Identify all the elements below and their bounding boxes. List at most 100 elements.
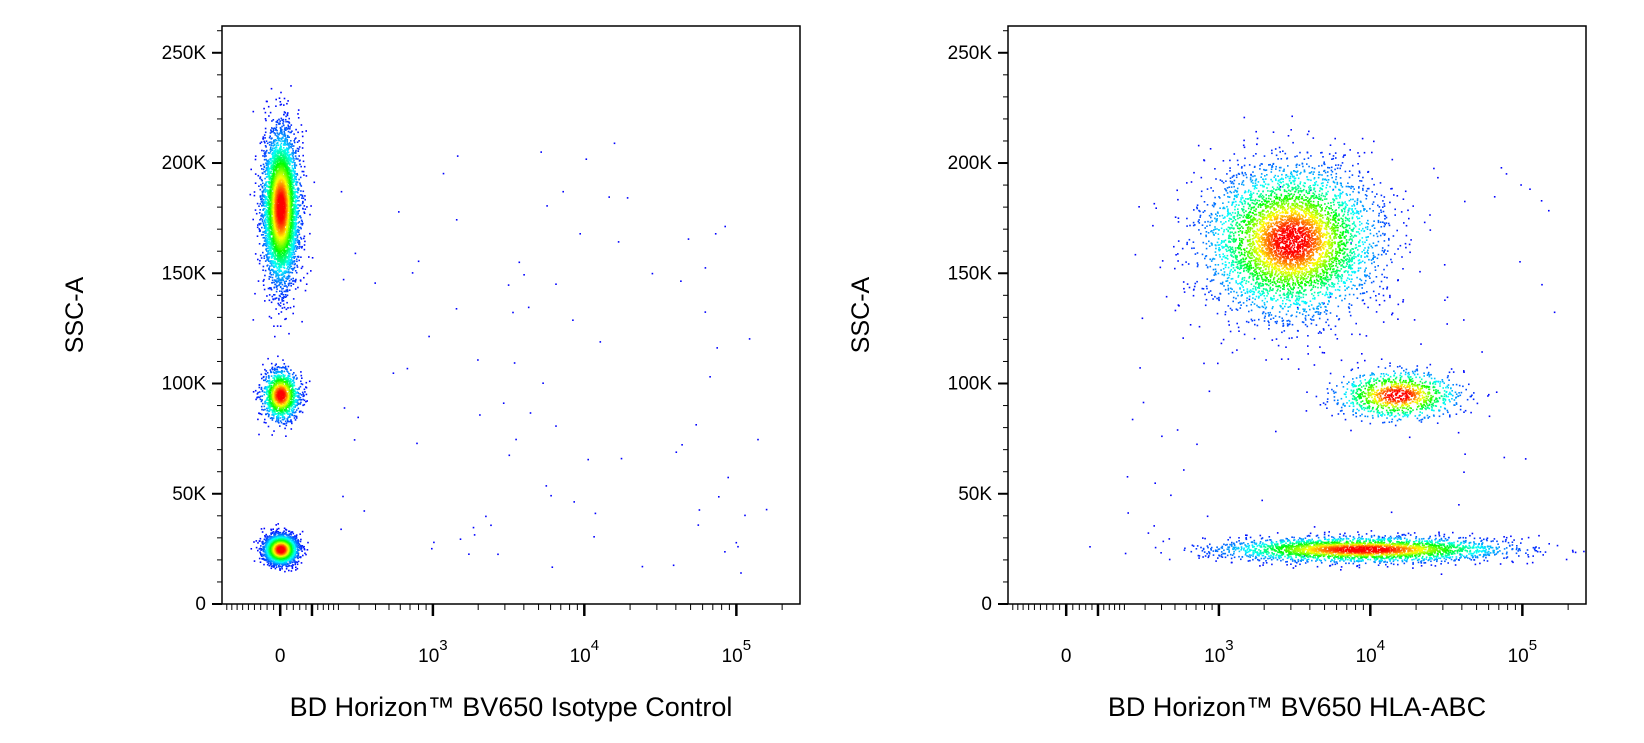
event-dot (282, 413, 284, 416)
event-dot (273, 281, 275, 284)
event-dot (585, 158, 588, 160)
event-dot (302, 222, 304, 225)
event-dot (297, 229, 299, 232)
event-dot (299, 236, 302, 239)
event-dot (276, 528, 278, 531)
event-dot (262, 168, 265, 171)
event-dot (266, 388, 268, 390)
event-dot (261, 531, 264, 533)
event-dot (293, 191, 296, 193)
event-dot (285, 126, 288, 129)
event-dot (271, 131, 273, 133)
event-dot (279, 531, 282, 534)
event-dot (290, 188, 293, 190)
event-dot (284, 570, 286, 573)
event-dot (287, 144, 289, 146)
event-dot (258, 433, 260, 436)
event-dot (303, 237, 305, 240)
event-dot (265, 244, 268, 246)
event-dot (272, 417, 275, 419)
event-dot (293, 394, 295, 397)
event-dot (748, 338, 751, 340)
event-dot (263, 219, 266, 221)
event-dot (299, 545, 301, 548)
event-dot (295, 258, 298, 260)
event-dot (273, 430, 275, 432)
event-dot (265, 198, 267, 200)
event-dot (266, 161, 269, 163)
event-dot (291, 537, 293, 539)
event-dot (293, 542, 296, 544)
event-dot (262, 223, 265, 225)
event-dot (279, 129, 282, 132)
event-dot (297, 255, 300, 258)
event-dot (272, 413, 275, 415)
event-dot (273, 139, 275, 142)
event-dot (268, 560, 271, 563)
event-dot (286, 267, 288, 270)
event-dot (290, 251, 292, 254)
event-dot (304, 195, 306, 197)
event-dot (264, 536, 267, 538)
event-dot (264, 386, 267, 388)
event-dot (254, 389, 257, 392)
event-dot (265, 200, 267, 203)
event-dot (300, 124, 303, 126)
event-dot (297, 286, 299, 289)
event-dot (267, 233, 270, 235)
event-dot (273, 561, 275, 563)
event-dot (296, 196, 298, 198)
event-dot (259, 230, 261, 232)
event-dot (291, 411, 294, 414)
event-dot (265, 544, 267, 547)
event-dot (374, 282, 376, 284)
event-dot (290, 369, 292, 371)
event-dot (252, 319, 255, 321)
event-dot (262, 182, 264, 185)
event-dot (301, 170, 304, 173)
event-dot (279, 278, 281, 280)
event-dot (301, 265, 304, 268)
event-dot (275, 563, 277, 565)
event-dot (284, 112, 287, 114)
event-dot (271, 127, 273, 129)
event-dot (281, 292, 284, 294)
event-dot (268, 294, 271, 296)
event-dot (268, 174, 270, 177)
event-dot (296, 563, 299, 566)
event-dot (264, 217, 267, 220)
event-dot (472, 526, 475, 529)
event-dot (298, 226, 301, 229)
event-dot (261, 226, 263, 229)
event-dot (283, 97, 286, 100)
event-dot (267, 560, 270, 563)
event-dot (297, 210, 299, 212)
event-dot (263, 236, 266, 239)
event-dot (265, 378, 267, 380)
event-dot (281, 418, 284, 421)
event-dot (282, 303, 285, 306)
event-dot (291, 408, 293, 411)
event-dot (294, 227, 296, 230)
event-dot (265, 158, 267, 161)
event-dot (282, 140, 284, 142)
event-dot (285, 285, 287, 287)
event-dot (277, 266, 280, 268)
event-dot (293, 237, 295, 240)
event-dot (284, 420, 287, 423)
event-dot (271, 295, 274, 298)
event-dot (258, 548, 261, 550)
event-dot (270, 533, 272, 536)
event-dot (288, 289, 291, 291)
event-dot (260, 178, 263, 181)
event-dot (279, 371, 281, 373)
event-dot (261, 168, 263, 170)
event-dot (297, 191, 299, 194)
event-dot (284, 563, 287, 566)
event-dot (288, 332, 290, 335)
event-dot (264, 196, 266, 199)
event-dot (277, 531, 279, 533)
event-dot (301, 545, 304, 547)
event-dot (282, 144, 285, 146)
event-dot (299, 215, 301, 217)
